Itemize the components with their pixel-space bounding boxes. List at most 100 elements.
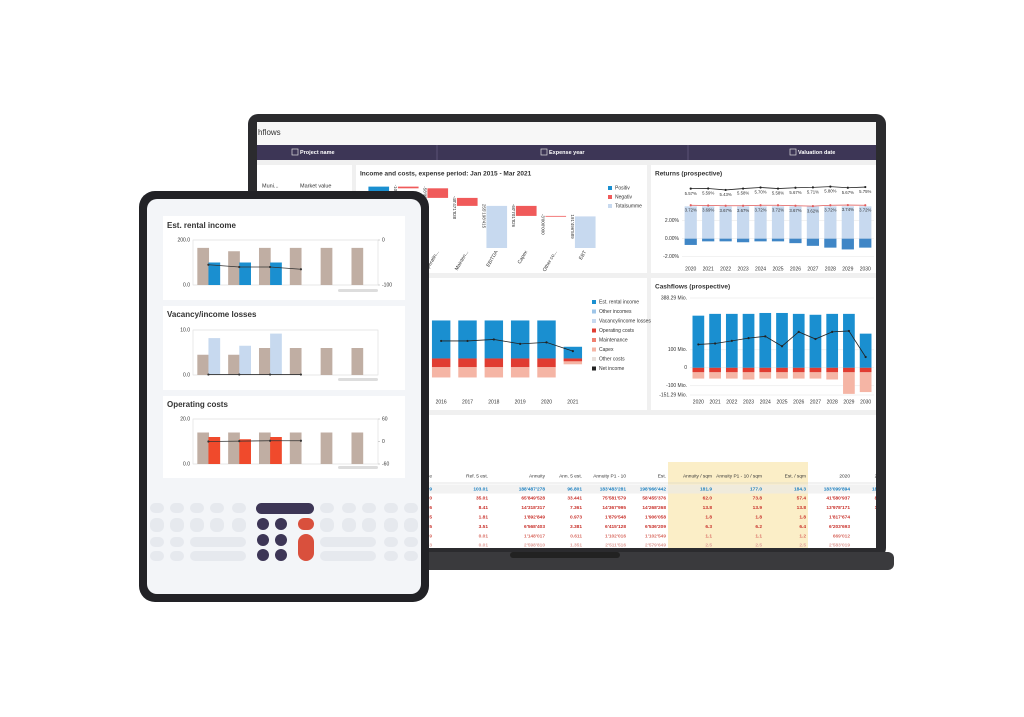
bar [270, 262, 282, 285]
bar [859, 238, 872, 248]
key [384, 503, 398, 513]
key [384, 537, 398, 547]
bar [431, 358, 451, 368]
cell: 669'012 [833, 533, 850, 539]
x-tick-label: 2025 [776, 399, 787, 405]
point [794, 204, 797, 207]
x-tick-label: 2024 [760, 399, 771, 405]
filter[interactable]: Project name [300, 150, 335, 156]
point [741, 204, 745, 207]
point [794, 186, 797, 189]
cell: 14'268'268 [642, 505, 666, 511]
cell: 198'966'442 [640, 486, 667, 492]
search-field[interactable]: Muni... [262, 183, 279, 189]
bar [239, 262, 251, 285]
x-tick-label: 2026 [790, 266, 801, 272]
point [811, 186, 815, 189]
bar [759, 367, 772, 373]
bar [208, 437, 221, 464]
laptop-screen: hflows Project name Expense year Valuati… [257, 122, 881, 549]
point [741, 187, 745, 190]
chart-title: Income and costs, expense period: Jan 20… [360, 171, 532, 178]
cell: 13.8 [703, 505, 713, 511]
bar [537, 358, 556, 368]
key [404, 537, 418, 547]
bar [809, 314, 822, 368]
point [846, 186, 849, 189]
key [384, 551, 398, 561]
bar [809, 367, 822, 373]
value-label: -48'471'838 [452, 196, 457, 220]
column-header: 2020 [839, 473, 850, 479]
cell: 13.9 [753, 505, 763, 511]
bar [563, 361, 583, 365]
bar [754, 206, 767, 239]
cell: 73.8 [753, 496, 763, 502]
point [238, 373, 241, 376]
bar [258, 432, 271, 464]
point [864, 355, 867, 359]
point [299, 373, 303, 376]
legend-swatch [592, 347, 596, 352]
point [864, 185, 867, 189]
value-label: 3.74% [842, 207, 854, 212]
cell: 3.381 [570, 524, 582, 530]
cell: 7.361 [570, 505, 582, 511]
x-tick-label: 2016 [436, 399, 447, 405]
bar [239, 345, 251, 375]
bar [826, 367, 839, 373]
bar [510, 358, 530, 368]
x-tick-label: 2020 [693, 399, 704, 405]
x-tick-label: 2021 [703, 266, 714, 272]
value-label: -60'701'826 [511, 204, 516, 228]
point [545, 341, 548, 344]
bar [197, 354, 210, 375]
bar [563, 358, 583, 362]
bar [742, 313, 755, 368]
x-tick-label: 2029 [843, 399, 854, 405]
cell: 0.01 [479, 543, 489, 549]
x-tick-label: 2025 [772, 266, 783, 272]
filter[interactable]: Expense year [549, 150, 585, 156]
bar [792, 313, 805, 368]
filter[interactable]: Valuation date [798, 150, 835, 156]
key [210, 503, 224, 513]
bar [486, 205, 508, 248]
y-tick-label: -151.29 Mio. [659, 392, 687, 398]
key [404, 518, 418, 532]
bar [843, 367, 855, 373]
value-label: 5.59% [702, 191, 714, 196]
key [320, 518, 334, 532]
y2-tick-label: -60 [382, 461, 389, 467]
cell: 6'568'403 [524, 524, 545, 530]
bar [826, 372, 839, 380]
point [707, 187, 710, 190]
legend-swatch [592, 300, 596, 304]
legend-label: Negativ [615, 194, 632, 200]
search-field[interactable]: Market value [300, 183, 332, 189]
point [268, 439, 272, 442]
key [298, 534, 314, 561]
cell: 14 [875, 505, 881, 511]
column-header: Annuity / sqm [683, 473, 712, 479]
point [780, 345, 784, 348]
value-label: 5.57% [685, 191, 697, 196]
key [150, 551, 164, 561]
bar [692, 372, 705, 379]
point [299, 439, 303, 442]
bar [320, 432, 333, 464]
key [150, 518, 164, 532]
value-label: 3.67% [789, 208, 801, 213]
bar [351, 247, 364, 285]
key [190, 551, 246, 561]
cell: 57.4 [797, 496, 807, 502]
cell: 103.01 [473, 486, 488, 492]
cell: 3.51 [479, 524, 489, 530]
cell: 1'906'058 [645, 514, 666, 520]
cell: 2.5 [705, 543, 712, 549]
column-header: Annuity [529, 473, 546, 479]
x-tick-label: 2024 [755, 266, 766, 272]
x-tick-label: 2028 [827, 399, 838, 405]
point [759, 204, 762, 207]
cell: 13.8 [797, 505, 807, 511]
